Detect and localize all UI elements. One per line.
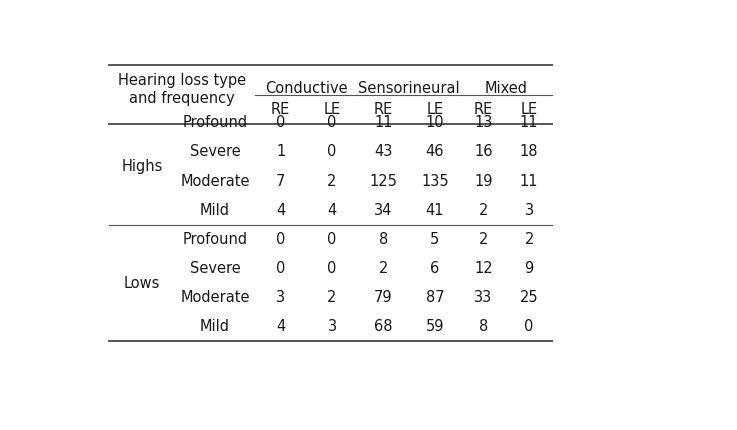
Text: Hearing loss type
and frequency: Hearing loss type and frequency [118, 74, 246, 106]
Text: 3: 3 [525, 203, 534, 218]
Text: 135: 135 [421, 174, 449, 189]
Text: 41: 41 [425, 203, 444, 218]
Text: 125: 125 [369, 174, 397, 189]
Text: 8: 8 [379, 232, 388, 247]
Text: 0: 0 [327, 232, 337, 247]
Text: Moderate: Moderate [180, 290, 250, 305]
Text: Mild: Mild [200, 203, 230, 218]
Text: 59: 59 [425, 319, 444, 334]
Text: 33: 33 [474, 290, 492, 305]
Text: 43: 43 [374, 144, 393, 160]
Text: 19: 19 [474, 174, 492, 189]
Text: 79: 79 [374, 290, 393, 305]
Text: 46: 46 [425, 144, 444, 160]
Text: 0: 0 [327, 115, 337, 130]
Text: 18: 18 [520, 144, 538, 160]
Text: Lows: Lows [124, 276, 160, 291]
Text: 2: 2 [327, 290, 337, 305]
Text: 7: 7 [276, 174, 285, 189]
Text: RE: RE [271, 102, 290, 117]
Text: 0: 0 [276, 232, 285, 247]
Text: Conductive: Conductive [265, 80, 348, 95]
Text: 25: 25 [520, 290, 539, 305]
Text: 2: 2 [479, 232, 488, 247]
Text: 9: 9 [525, 261, 534, 276]
Text: 68: 68 [374, 319, 393, 334]
Text: RE: RE [374, 102, 393, 117]
Text: LE: LE [324, 102, 340, 117]
Text: 10: 10 [425, 115, 444, 130]
Text: 4: 4 [327, 203, 337, 218]
Text: Mixed: Mixed [485, 80, 528, 95]
Text: 4: 4 [276, 319, 285, 334]
Text: 34: 34 [374, 203, 393, 218]
Text: Moderate: Moderate [180, 174, 250, 189]
Text: Mild: Mild [200, 319, 230, 334]
Text: RE: RE [474, 102, 493, 117]
Text: Profound: Profound [182, 115, 248, 130]
Text: 11: 11 [520, 174, 538, 189]
Text: 11: 11 [520, 115, 538, 130]
Text: 4: 4 [276, 203, 285, 218]
Text: 11: 11 [374, 115, 393, 130]
Text: 1: 1 [276, 144, 285, 160]
Text: Severe: Severe [189, 261, 240, 276]
Text: 12: 12 [474, 261, 493, 276]
Text: 87: 87 [425, 290, 444, 305]
Text: 2: 2 [327, 174, 337, 189]
Text: 8: 8 [479, 319, 488, 334]
Text: 3: 3 [327, 319, 337, 334]
Text: 0: 0 [327, 261, 337, 276]
Text: Profound: Profound [182, 232, 248, 247]
Text: Highs: Highs [122, 159, 163, 174]
Text: LE: LE [426, 102, 444, 117]
Text: 0: 0 [276, 261, 285, 276]
Text: 0: 0 [276, 115, 285, 130]
Text: 16: 16 [474, 144, 492, 160]
Text: 2: 2 [379, 261, 388, 276]
Text: 2: 2 [525, 232, 534, 247]
Text: Sensorineural: Sensorineural [358, 80, 460, 95]
Text: 5: 5 [430, 232, 439, 247]
Text: LE: LE [520, 102, 537, 117]
Text: Severe: Severe [189, 144, 240, 160]
Text: 13: 13 [474, 115, 492, 130]
Text: 3: 3 [276, 290, 285, 305]
Text: 2: 2 [479, 203, 488, 218]
Text: 6: 6 [430, 261, 439, 276]
Text: 0: 0 [525, 319, 534, 334]
Text: 0: 0 [327, 144, 337, 160]
